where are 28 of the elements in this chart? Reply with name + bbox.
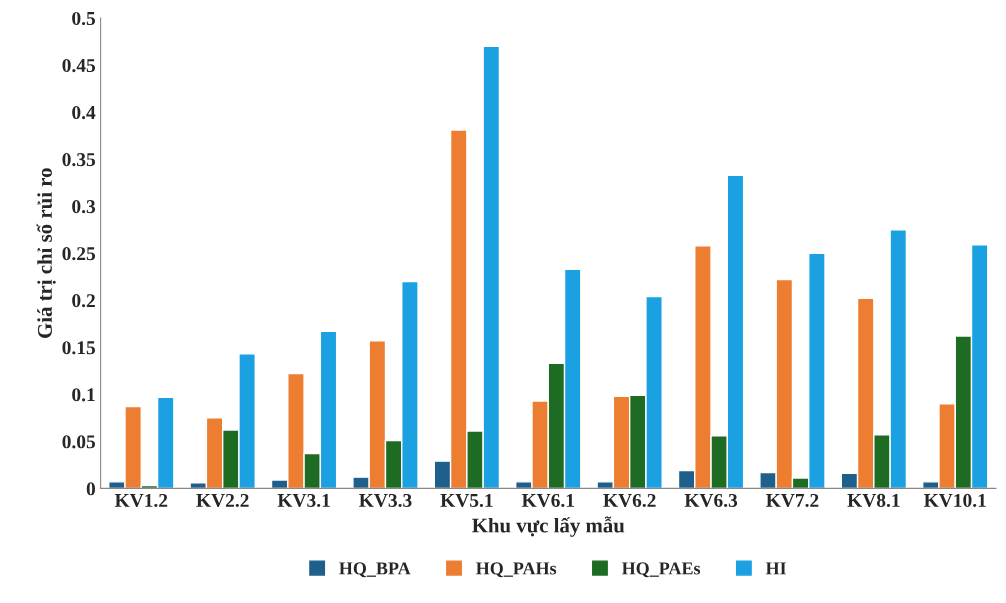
legend-label: HI bbox=[765, 562, 787, 575]
legend-label: HQ_PAHs bbox=[476, 562, 557, 578]
y-tick-label: 0 bbox=[86, 482, 95, 496]
y-axis-title: Giá trị chỉ số rủi ro bbox=[36, 168, 56, 338]
x-axis-title: Khu vực lấy mẫu bbox=[472, 516, 625, 537]
legend-label: HQ_BPA bbox=[339, 562, 411, 578]
x-tick-label: KV3.3 bbox=[359, 493, 412, 508]
x-tick-label: KV10.1 bbox=[923, 493, 986, 508]
y-tick-label: 0.15 bbox=[62, 341, 96, 355]
y-tick-label: 0.35 bbox=[62, 153, 96, 167]
y-tick-label: 0.1 bbox=[72, 388, 95, 402]
x-tick-label: KV5.1 bbox=[440, 493, 493, 508]
y-tick-label: 0.5 bbox=[72, 11, 96, 26]
x-tick-label: KV8.1 bbox=[847, 493, 900, 508]
y-tick-label: 0.4 bbox=[72, 105, 96, 120]
y-tick-label: 0.45 bbox=[62, 58, 96, 73]
x-tick-label: KV6.1 bbox=[521, 493, 574, 508]
x-tick-label: KV6.2 bbox=[603, 493, 656, 508]
x-tick-label: KV3.1 bbox=[277, 493, 330, 508]
y-tick-label: 0.25 bbox=[62, 247, 96, 261]
x-tick-label: KV7.2 bbox=[766, 493, 819, 508]
y-tick-label: 0.3 bbox=[72, 200, 96, 214]
y-tick-label: 0.2 bbox=[72, 294, 95, 308]
x-tick-label: KV2.2 bbox=[196, 493, 249, 508]
legend-label: HQ_PAEs bbox=[621, 562, 701, 578]
x-tick-label: KV6.3 bbox=[684, 493, 738, 508]
y-tick-label: 0.05 bbox=[62, 435, 96, 449]
x-tick-label: KV1.2 bbox=[114, 493, 168, 508]
